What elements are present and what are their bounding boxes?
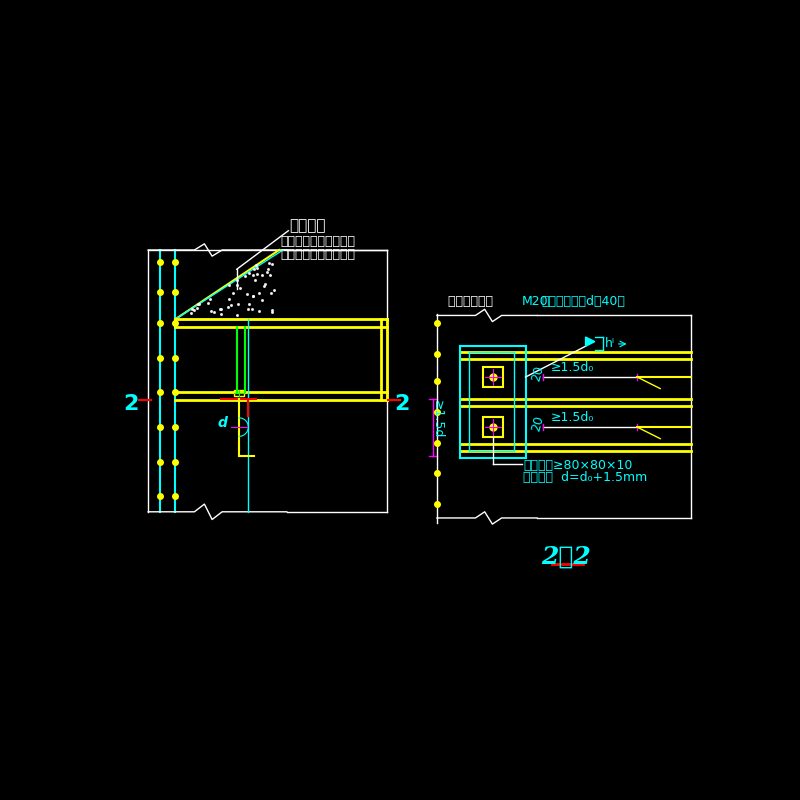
Point [264, 268, 277, 281]
Point [238, 270, 251, 282]
Point [202, 297, 214, 310]
Text: 20: 20 [530, 364, 546, 382]
Text: ≥1.5d₀: ≥1.5d₀ [551, 361, 594, 374]
Point [247, 289, 260, 302]
Point [215, 307, 228, 320]
Point [266, 258, 278, 270]
Text: 2－2: 2－2 [542, 545, 591, 569]
Point [267, 284, 280, 297]
Text: d: d [218, 416, 227, 430]
Text: ≥1.5d: ≥1.5d [430, 400, 443, 438]
Text: 2: 2 [123, 394, 138, 414]
Point [230, 308, 243, 321]
Text: 垫板尺寸≥80×80×10: 垫板尺寸≥80×80×10 [523, 458, 633, 472]
Point [251, 262, 264, 274]
Text: 2: 2 [394, 394, 410, 414]
Point [193, 298, 206, 310]
Point [241, 287, 254, 300]
Point [256, 294, 269, 306]
Point [247, 290, 260, 303]
Point [222, 301, 235, 314]
Text: 垫板孔径  d=d₀+1.5mm: 垫板孔径 d=d₀+1.5mm [523, 471, 647, 484]
Bar [483, 367, 503, 387]
Point [264, 286, 277, 299]
Point [247, 268, 260, 281]
Text: 误后用细石混凝土灌实: 误后用细石混凝土灌实 [281, 248, 356, 261]
Point [247, 262, 260, 275]
Point [192, 298, 205, 310]
Point [248, 274, 261, 286]
Point [230, 278, 243, 291]
Point [190, 301, 203, 314]
Point [263, 256, 276, 269]
Polygon shape [586, 337, 594, 346]
Point [243, 267, 256, 280]
Point [242, 302, 254, 315]
Point [222, 278, 235, 291]
Point [258, 278, 271, 290]
Point [207, 305, 220, 318]
Point [188, 303, 201, 316]
Point [258, 280, 270, 293]
Point [214, 302, 226, 315]
Point [246, 303, 258, 316]
Point [204, 292, 217, 305]
Text: （梁翼缘开孔d＝40）: （梁翼缘开孔d＝40） [541, 295, 625, 309]
Bar [234, 390, 244, 396]
Point [186, 302, 199, 315]
Point [253, 305, 266, 318]
Text: hⁱ: hⁱ [605, 338, 615, 350]
Text: ≥1.5d₀: ≥1.5d₀ [551, 411, 594, 424]
Text: 20: 20 [530, 414, 546, 433]
Point [234, 282, 246, 294]
Text: 待钢梁安装完毕校正无: 待钢梁安装完毕校正无 [281, 234, 356, 248]
Point [225, 299, 238, 312]
Text: 锚栓不得小于: 锚栓不得小于 [449, 295, 498, 309]
Point [262, 262, 274, 275]
Text: 预留凹槽: 预留凹槽 [289, 218, 326, 233]
Bar [483, 417, 503, 437]
Point [226, 286, 239, 299]
Point [260, 266, 273, 278]
Point [250, 259, 262, 272]
Point [205, 305, 218, 318]
Point [231, 297, 244, 310]
Point [250, 267, 263, 280]
Text: M20: M20 [522, 295, 548, 309]
Point [266, 303, 278, 316]
Point [231, 273, 244, 286]
Point [243, 298, 256, 310]
Point [252, 286, 265, 299]
Point [184, 306, 197, 319]
Point [266, 306, 278, 318]
Point [256, 269, 269, 282]
Point [223, 292, 236, 305]
Point [214, 302, 227, 315]
